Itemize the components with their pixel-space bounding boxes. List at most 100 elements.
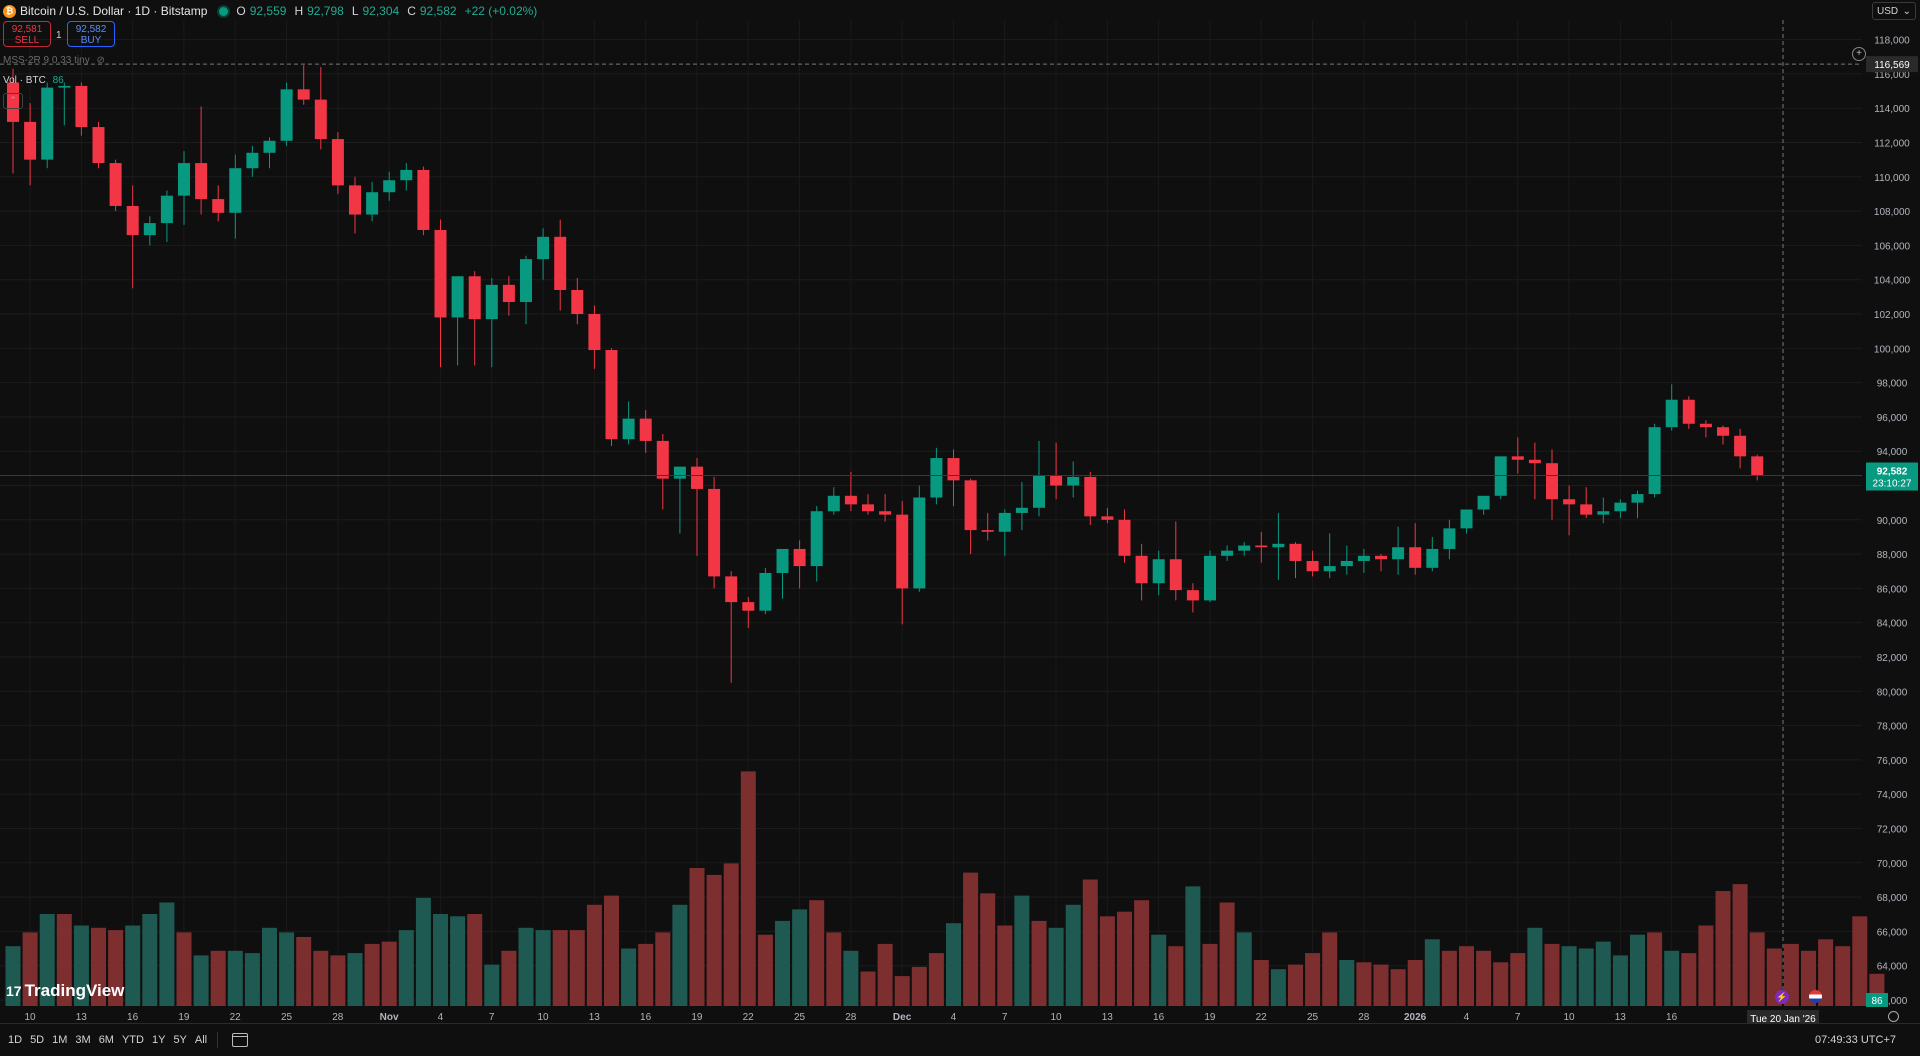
volume-bar — [1117, 911, 1132, 1006]
price-axis[interactable]: 62,000 64,000 66,000 68,000 70,000 72,000 74,0… — [1874, 36, 1911, 1007]
range-5d[interactable]: 5D — [30, 1034, 45, 1046]
candle-body — [331, 139, 344, 186]
range-ytd[interactable]: YTD — [121, 1034, 144, 1046]
currency-button[interactable]: USD ⌄ — [1872, 2, 1916, 20]
eye-hidden-icon[interactable]: ⊘ — [96, 55, 105, 66]
time-tick-label: 4 — [1464, 1012, 1470, 1023]
crosshair-price-label: 116,569 — [1874, 60, 1910, 71]
volume-bar — [689, 868, 705, 1006]
price-tick-label: 82,000 — [1877, 653, 1908, 664]
volume-bar — [1407, 960, 1423, 1006]
volume-bar — [621, 948, 637, 1006]
collapse-legend-button[interactable]: ⌃ — [3, 93, 23, 109]
high-value: 92,798 — [307, 4, 344, 18]
candle-body — [451, 276, 464, 318]
volume-bar — [1578, 948, 1594, 1006]
volume-bar — [39, 914, 55, 1006]
price-tick-label: 88,000 — [1877, 550, 1908, 561]
candle-body — [1238, 545, 1251, 551]
candle-body — [1426, 548, 1439, 568]
candle-body — [400, 169, 413, 181]
candle-body — [605, 350, 618, 440]
candle-body — [520, 259, 532, 302]
volume-bar — [1818, 939, 1834, 1006]
candle-body — [1717, 427, 1729, 436]
settings-icon[interactable] — [1888, 1011, 1899, 1022]
price-tick-label: 80,000 — [1877, 687, 1908, 698]
range-5y[interactable]: 5Y — [173, 1034, 187, 1046]
symbol-title[interactable]: Bitcoin / U.S. Dollar · 1D · Bitstamp — [20, 4, 208, 18]
range-all[interactable]: All — [194, 1034, 208, 1046]
price-chart[interactable]: 62,000 64,000 66,000 68,000 70,000 72,000 74,0… — [0, 0, 1920, 1024]
volume-bar — [1852, 916, 1868, 1006]
volume-bar — [1082, 879, 1098, 1006]
tradingview-logo[interactable]: 17 TradingView — [6, 981, 124, 1001]
volume-bar — [1185, 886, 1201, 1006]
sell-label: SELL — [14, 35, 40, 46]
range-1m[interactable]: 1M — [52, 1034, 68, 1046]
market-status-icon[interactable] — [219, 6, 229, 16]
volume-bar — [672, 904, 688, 1006]
mss-indicator-legend[interactable]: MSS-2R 9 0.33 tiny ⊘ — [3, 55, 105, 66]
volume-bar — [125, 925, 141, 1006]
volume-bar — [911, 966, 927, 1006]
volume-bar — [1288, 964, 1303, 1006]
calendar-icon[interactable] — [232, 1033, 249, 1047]
volume-bar — [1390, 969, 1406, 1006]
buy-button[interactable]: 92,582 BUY — [67, 21, 115, 47]
time-tick-label: 19 — [1204, 1012, 1216, 1023]
volume-bar — [963, 872, 979, 1006]
time-tick-label: 7 — [489, 1012, 495, 1023]
candle-body — [1084, 476, 1097, 517]
candle-body — [622, 418, 635, 440]
clock[interactable]: 07:49:33 UTC+7 — [1814, 1034, 1896, 1046]
candle-body — [810, 511, 823, 567]
event-marker-icon[interactable]: ⚡ — [1775, 990, 1789, 1004]
price-tick-label: 76,000 — [1877, 756, 1908, 767]
volume-bar — [826, 932, 842, 1006]
volume-bar — [1612, 955, 1628, 1006]
price-tick-label: 108,000 — [1874, 207, 1911, 218]
candle-body — [1169, 559, 1182, 591]
volume-bar — [809, 900, 825, 1006]
candle-body — [383, 180, 396, 193]
volume-bar — [433, 914, 448, 1006]
candle-body — [92, 127, 105, 164]
price-tick-label: 68,000 — [1877, 893, 1908, 904]
candle-body — [1357, 555, 1370, 561]
volume-bar — [279, 932, 295, 1006]
flag-icon[interactable] — [1809, 990, 1822, 1003]
volume-bar — [1134, 900, 1150, 1006]
volume-bar — [997, 925, 1013, 1006]
candle-body — [1563, 499, 1576, 505]
volume-bar — [1048, 927, 1064, 1006]
candle-body — [434, 229, 447, 318]
volume-bar — [1373, 964, 1389, 1006]
candle-body — [160, 195, 173, 224]
volume-bar — [1544, 943, 1560, 1006]
time-tick-label: 25 — [794, 1012, 806, 1023]
range-3m[interactable]: 3M — [75, 1034, 91, 1046]
volume-bar — [484, 964, 500, 1006]
range-1y[interactable]: 1Y — [151, 1034, 166, 1046]
range-6m[interactable]: 6M — [98, 1034, 114, 1046]
time-tick-label: 22 — [230, 1012, 242, 1023]
candlesticks — [7, 65, 1764, 683]
volume-bar — [1236, 932, 1252, 1006]
range-1d[interactable]: 1D — [8, 1034, 23, 1046]
volume-bar — [1783, 943, 1799, 1006]
candle-body — [178, 163, 190, 196]
candle-body — [109, 163, 122, 206]
time-tick-label: Dec — [893, 1012, 912, 1023]
plus-icon[interactable]: + — [1852, 47, 1866, 61]
price-tick-label: 100,000 — [1874, 344, 1911, 355]
sell-button[interactable]: 92,581 SELL — [3, 21, 51, 47]
volume-bar — [330, 955, 346, 1006]
time-axis[interactable]: 10 13 16 19 22 25 28 Nov 4 7 10 13 16 19 22 25 28 Dec 4 7 10… — [24, 1012, 1677, 1023]
candle-body — [1221, 550, 1234, 556]
candle-body — [571, 289, 584, 314]
volume-indicator-legend[interactable]: Vol · BTC 86 — [3, 75, 64, 86]
volume-bar — [894, 976, 910, 1006]
volume-bar — [1168, 946, 1184, 1006]
price-tick-label: 96,000 — [1877, 413, 1908, 424]
